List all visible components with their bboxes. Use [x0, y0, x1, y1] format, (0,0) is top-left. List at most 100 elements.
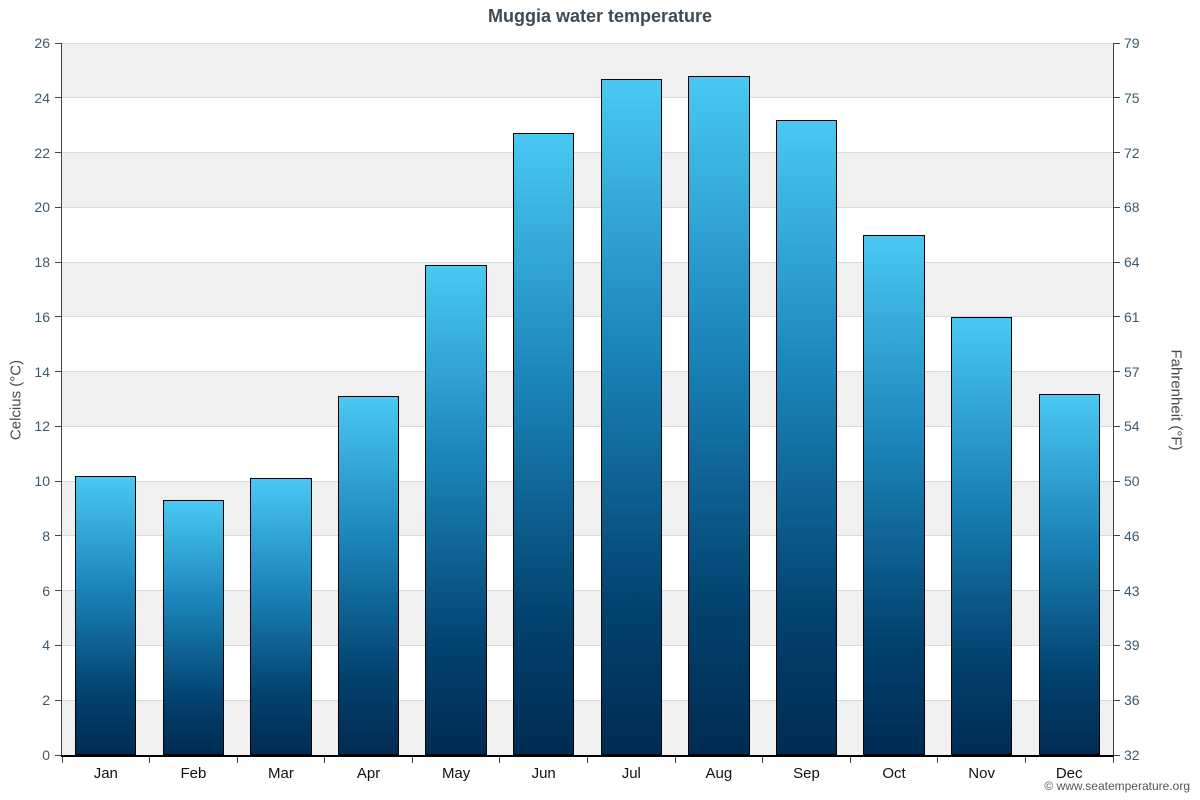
x-axis-tickmark	[762, 757, 764, 763]
x-axis-tickmark	[1024, 757, 1026, 763]
y-axis-tickmark-right	[1114, 425, 1120, 427]
bar-nov[interactable]	[950, 316, 1013, 755]
x-axis-tickmark	[236, 757, 238, 763]
y-axis-tickmark-left	[55, 590, 61, 592]
y-axis-tick-fahrenheit: 57	[1124, 363, 1140, 380]
y-axis-tickmark-left	[55, 316, 61, 318]
bar-aug[interactable]	[688, 75, 750, 755]
x-axis-tickmark	[149, 757, 151, 763]
x-axis-tickmark	[1112, 757, 1114, 763]
bar-jun[interactable]	[513, 133, 575, 755]
y-axis-tickmark-right	[1114, 480, 1120, 482]
y-axis-tick-fahrenheit: 50	[1124, 473, 1140, 490]
x-axis-label-may: May	[441, 765, 471, 782]
y-axis-tickmark-left	[55, 480, 61, 482]
y-axis-tickmark-right	[1114, 371, 1120, 373]
credit-link[interactable]: © www.seatemperature.org	[1044, 779, 1190, 793]
x-axis-label-apr: Apr	[356, 765, 381, 782]
bar-oct[interactable]	[863, 234, 925, 755]
y-axis-tickmark-left	[55, 699, 61, 701]
grid-line	[62, 644, 1113, 646]
y-axis-tickmark-left	[55, 42, 61, 44]
y-axis-tick-celsius: 2	[42, 692, 50, 709]
y-axis-tickmark-right	[1114, 316, 1120, 318]
x-axis-label-jan: Jan	[93, 765, 118, 782]
y-axis-tick-celsius: 20	[34, 199, 50, 216]
y-axis-tick-fahrenheit: 79	[1124, 35, 1140, 51]
bar-jan[interactable]	[75, 475, 137, 755]
bar-may[interactable]	[425, 264, 487, 755]
y-axis-tick-celsius: 16	[34, 308, 50, 325]
x-axis-tickmark	[674, 757, 676, 763]
bar-mar[interactable]	[250, 478, 312, 755]
y-axis-line-left	[61, 43, 62, 755]
y-axis-tick-fahrenheit: 54	[1124, 418, 1140, 435]
grid-band	[62, 152, 1113, 208]
y-axis-tickmark-right	[1114, 699, 1120, 701]
y-axis-tick-celsius: 26	[34, 35, 50, 51]
x-axis-label-jun: Jun	[531, 765, 556, 782]
y-axis-tickmark-left	[55, 754, 61, 756]
y-axis-tick-celsius: 18	[34, 254, 50, 271]
grid-line	[62, 699, 1113, 701]
grid-line	[62, 535, 1113, 537]
bar-feb[interactable]	[162, 500, 225, 755]
grid-line	[62, 316, 1113, 318]
y-axis-tickmark-right	[1114, 206, 1120, 208]
x-axis-tickmark	[849, 757, 851, 763]
y-axis-line-right	[1113, 43, 1114, 755]
grid-band	[62, 590, 1113, 646]
y-axis-tickmark-left	[55, 425, 61, 427]
y-axis-tick-fahrenheit: 75	[1124, 89, 1140, 106]
x-axis-tickmark	[937, 757, 939, 763]
bar-apr[interactable]	[337, 396, 400, 755]
bar-sep[interactable]	[775, 119, 838, 755]
y-axis-tick-fahrenheit: 61	[1124, 308, 1140, 325]
x-axis-label-sep: Sep	[793, 765, 820, 782]
y-axis-tick-fahrenheit: 46	[1124, 527, 1140, 544]
grid-line	[62, 152, 1113, 154]
y-axis-tickmark-right	[1114, 97, 1120, 99]
x-axis-tickmark	[324, 757, 326, 763]
x-axis-label-nov: Nov	[968, 765, 995, 782]
y-axis-tickmark-right	[1114, 152, 1120, 154]
y-axis-tickmark-right	[1114, 535, 1120, 537]
grid-line	[62, 97, 1113, 99]
y-axis-tick-celsius: 8	[42, 527, 50, 544]
grid-band	[62, 43, 1113, 98]
y-axis-tick-celsius: 12	[34, 418, 50, 435]
y-axis-tickmark-right	[1114, 754, 1120, 756]
bar-jul[interactable]	[600, 78, 662, 755]
y-axis-tickmark-right	[1114, 590, 1120, 592]
y-axis-tickmark-right	[1114, 644, 1120, 646]
grid-line	[62, 480, 1113, 482]
y-axis-tickmark-left	[55, 206, 61, 208]
y-axis-tickmark-left	[55, 261, 61, 263]
grid-line	[62, 206, 1113, 208]
grid-band	[62, 481, 1113, 536]
y-axis-tickmark-right	[1114, 261, 1120, 263]
y-axis-tick-fahrenheit: 39	[1124, 637, 1140, 654]
y-axis-tickmark-left	[55, 535, 61, 537]
x-axis-label-oct: Oct	[882, 765, 906, 782]
y-axis-tick-celsius: 0	[42, 747, 50, 763]
grid-line	[62, 590, 1113, 592]
grid-line	[62, 425, 1113, 427]
x-axis-line	[61, 755, 1114, 757]
grid-band	[62, 700, 1113, 755]
chart-title: Muggia water temperature	[487, 6, 713, 26]
x-axis-tickmark	[61, 757, 63, 763]
x-axis-tickmark	[587, 757, 588, 763]
grid-line	[62, 371, 1113, 373]
y-axis-tick-celsius: 14	[34, 363, 50, 380]
x-axis-label-dec: Dec	[1055, 765, 1083, 782]
grid-band	[62, 262, 1113, 317]
bar-dec[interactable]	[1038, 393, 1100, 755]
y-axis-tick-fahrenheit: 64	[1124, 254, 1140, 271]
x-axis-tickmark	[411, 757, 413, 763]
y-axis-tickmark-left	[55, 97, 61, 99]
y-axis-tick-fahrenheit: 32	[1124, 747, 1140, 763]
y-axis-tick-celsius: 6	[42, 582, 50, 599]
y-axis-tick-fahrenheit: 72	[1124, 144, 1140, 161]
y-axis-tick-fahrenheit: 36	[1124, 692, 1140, 709]
